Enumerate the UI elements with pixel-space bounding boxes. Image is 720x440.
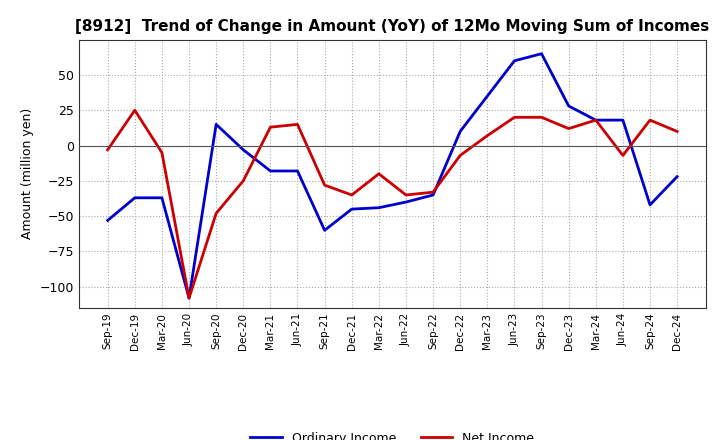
Ordinary Income — [618, 117, 627, 123]
Ordinary Income — [510, 58, 518, 63]
Net Income — [591, 117, 600, 123]
Net Income — [130, 108, 139, 113]
Net Income — [428, 190, 437, 195]
Ordinary Income — [320, 227, 329, 233]
Net Income — [212, 211, 220, 216]
Line: Net Income: Net Income — [108, 110, 677, 298]
Net Income — [672, 129, 681, 134]
Ordinary Income — [104, 218, 112, 223]
Ordinary Income — [185, 296, 194, 301]
Ordinary Income — [239, 147, 248, 152]
Net Income — [646, 117, 654, 123]
Ordinary Income — [293, 169, 302, 174]
Net Income — [564, 126, 573, 131]
Net Income — [293, 122, 302, 127]
Ordinary Income — [428, 192, 437, 198]
Ordinary Income — [130, 195, 139, 201]
Ordinary Income — [456, 129, 464, 134]
Ordinary Income — [348, 206, 356, 212]
Ordinary Income — [537, 51, 546, 56]
Net Income — [510, 115, 518, 120]
Ordinary Income — [212, 122, 220, 127]
Net Income — [158, 150, 166, 155]
Net Income — [266, 125, 275, 130]
Ordinary Income — [672, 174, 681, 179]
Net Income — [483, 133, 492, 138]
Ordinary Income — [374, 205, 383, 210]
Ordinary Income — [483, 93, 492, 99]
Net Income — [402, 192, 410, 198]
Net Income — [320, 183, 329, 188]
Ordinary Income — [591, 117, 600, 123]
Net Income — [618, 153, 627, 158]
Ordinary Income — [158, 195, 166, 201]
Line: Ordinary Income: Ordinary Income — [108, 54, 677, 298]
Y-axis label: Amount (million yen): Amount (million yen) — [22, 108, 35, 239]
Net Income — [239, 178, 248, 183]
Net Income — [537, 115, 546, 120]
Ordinary Income — [266, 169, 275, 174]
Net Income — [185, 296, 194, 301]
Net Income — [104, 147, 112, 152]
Net Income — [348, 192, 356, 198]
Net Income — [374, 171, 383, 176]
Title: [8912]  Trend of Change in Amount (YoY) of 12Mo Moving Sum of Incomes: [8912] Trend of Change in Amount (YoY) o… — [76, 19, 709, 34]
Ordinary Income — [402, 199, 410, 205]
Ordinary Income — [646, 202, 654, 208]
Ordinary Income — [564, 103, 573, 109]
Legend: Ordinary Income, Net Income: Ordinary Income, Net Income — [246, 427, 539, 440]
Net Income — [456, 153, 464, 158]
